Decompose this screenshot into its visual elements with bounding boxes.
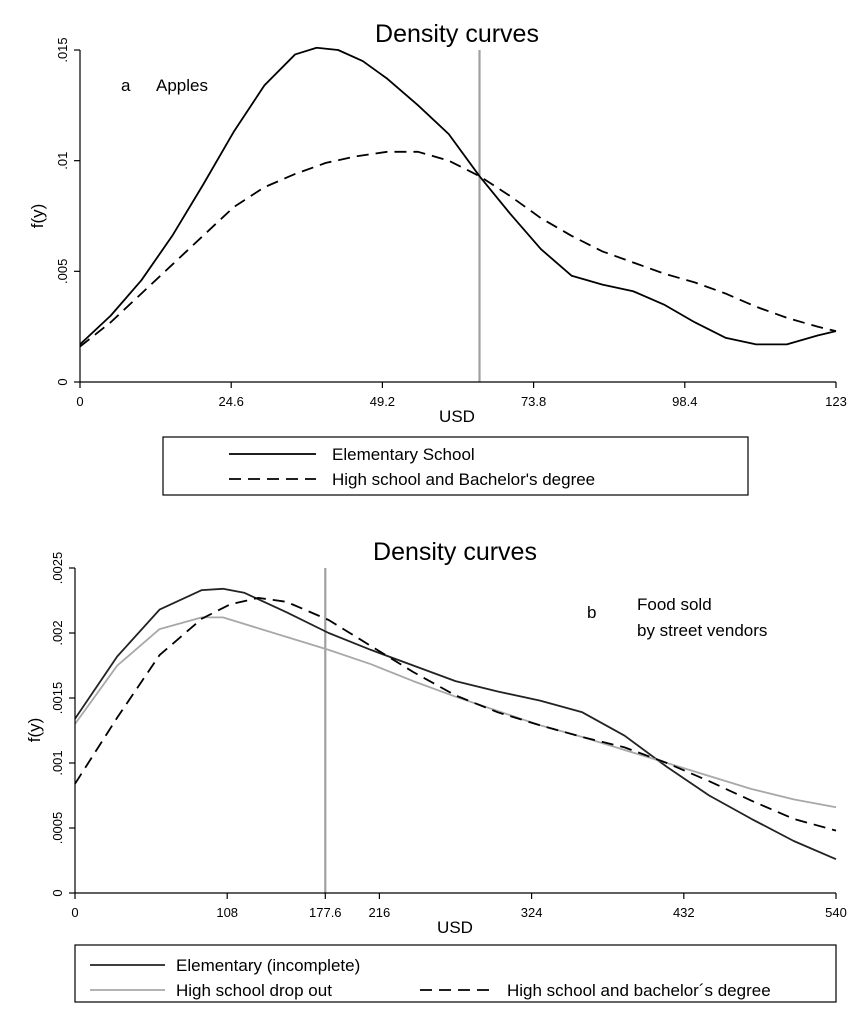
chart-title-b: Density curves (373, 538, 537, 566)
x-axis-label-a: USD (439, 407, 475, 426)
annotation-letter-a: a (121, 76, 131, 95)
x-tick-label-b: 324 (521, 905, 543, 920)
x-tick-label-b: 216 (369, 905, 391, 920)
y-axis-label-a: f(y) (28, 204, 47, 229)
x-tick-label-b: 0 (71, 905, 78, 920)
x-tick-label-b: 540 (825, 905, 847, 920)
plot-area-a (80, 50, 836, 382)
y-tick-label-b: .002 (50, 620, 65, 645)
series-line-elementary-school (79, 46, 837, 346)
legend-label-elementary-school: Elementary School (332, 445, 475, 464)
y-axis-label-b: f(y) (25, 718, 44, 743)
y-tick-label-b: .0015 (50, 682, 65, 715)
x-tick-label-b: 432 (673, 905, 695, 920)
y-tick-label-b: 0 (50, 889, 65, 896)
x-tick-label-a: 98.4 (672, 394, 697, 409)
legend-box-b (74, 944, 837, 1003)
y-tick-label-a: .01 (55, 152, 70, 170)
chart-marks-b: 0 108 177.6 216 324 432 540 0 .0005 .001 .0015 .002… (50, 552, 847, 920)
annotation-text-a-line-1: Apples (156, 76, 208, 95)
y-tick-label-a: 0 (55, 378, 70, 385)
legend-label-high-school-bachelor-b: High school and bachelor´s degree (507, 981, 771, 1000)
y-tick-label-a: .015 (55, 37, 70, 62)
x-tick-label-a: 73.8 (521, 394, 546, 409)
x-tick-label-a: 49.2 (370, 394, 395, 409)
x-tick-label-b: 177.6 (309, 905, 342, 920)
plot-area-b (75, 568, 836, 893)
legend-label-high-school-bachelor: High school and Bachelor's degree (332, 470, 595, 489)
annotation-text-b-line-1: Food sold (637, 595, 712, 614)
x-axis-label-b: USD (437, 918, 473, 937)
series-line-elementary-incomplete (74, 587, 837, 861)
y-tick-label-b: .0005 (50, 812, 65, 845)
y-tick-label-b: .0025 (50, 552, 65, 585)
x-tick-label-a: 0 (76, 394, 83, 409)
x-tick-label-a: 24.6 (219, 394, 244, 409)
x-tick-label-b: 108 (216, 905, 238, 920)
legend-label-elementary-incomplete: Elementary (incomplete) (176, 956, 360, 975)
annotation-letter-b: b (587, 603, 596, 622)
annotation-text-b-line-2: by street vendors (637, 621, 767, 640)
y-tick-label-b: .001 (50, 750, 65, 775)
chart-panel-b: Density curves b Food sold by street ven… (25, 538, 847, 1003)
series-line-high-school-and-bachelor-s-degree (74, 597, 837, 832)
x-tick-label-a: 123 (825, 394, 847, 409)
chart-panel-a: Density curves a Apples USD f(y) 0 24.6 49… (28, 20, 847, 496)
y-tick-label-a: .005 (55, 259, 70, 284)
chart-marks-a: 0 24.6 49.2 73.8 98.4 123 0 .005 .01 .015 (55, 37, 847, 409)
series-line-high-school-and-bachelor-s-degree (79, 150, 837, 348)
chart-title-a: Density curves (375, 20, 539, 48)
legend-box-a (162, 436, 749, 496)
legend-label-high-school-drop-out: High school drop out (176, 981, 332, 1000)
